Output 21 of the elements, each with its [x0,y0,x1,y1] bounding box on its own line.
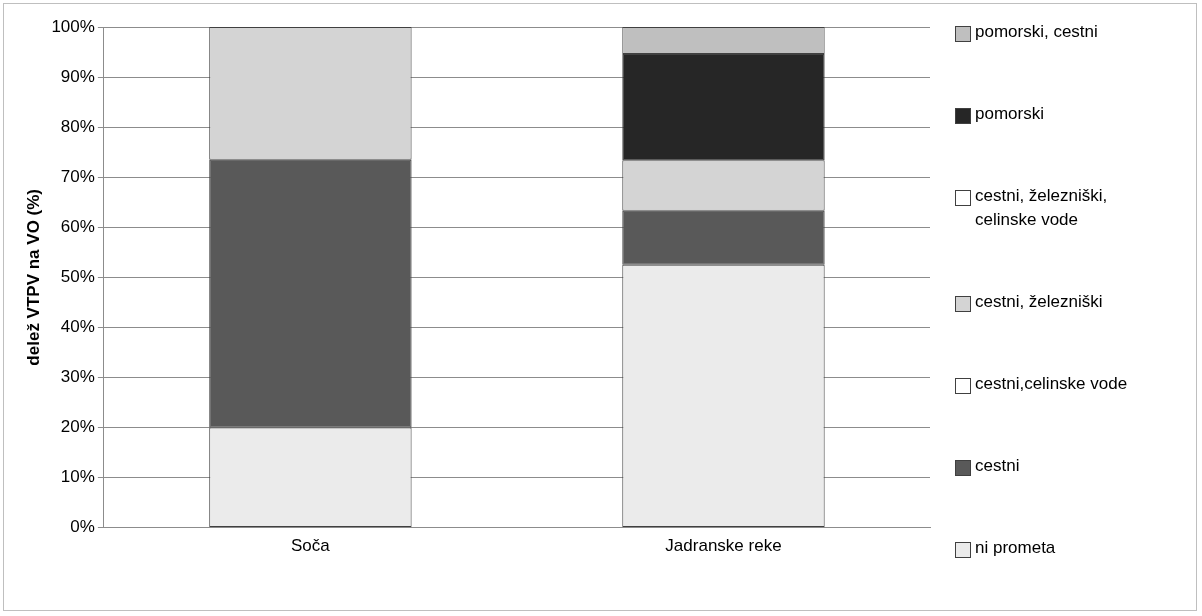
legend-label: ni prometa [975,537,1056,559]
y-tick-label: 80% [60,116,95,136]
legend-label: cestni, železniški [975,291,1103,313]
y-tick-label: 40% [60,317,95,337]
y-axis-title: delež VTPV na VO (%) [23,188,43,366]
x-tick-label: Soča [291,536,331,556]
x-tick-label: Jadranske reke [665,536,782,556]
y-tick-label: 0% [70,517,95,537]
y-tick-label: 100% [51,16,95,36]
y-tick-label: 60% [60,216,95,236]
y-tick-label: 50% [60,266,95,286]
y-tick-label: 90% [60,66,95,86]
y-tick-label: 10% [60,467,95,487]
legend-label: cestni, železniški, celinske vode [975,185,1109,231]
legend-label: pomorski [975,103,1044,125]
legend-label: cestni [975,455,1020,477]
legend-label: pomorski, cestni [975,21,1098,43]
y-tick-label: 20% [60,417,95,437]
y-tick-label: 30% [60,367,95,387]
y-tick-label: 70% [60,166,95,186]
legend-label: cestni,celinske vode [975,373,1128,395]
